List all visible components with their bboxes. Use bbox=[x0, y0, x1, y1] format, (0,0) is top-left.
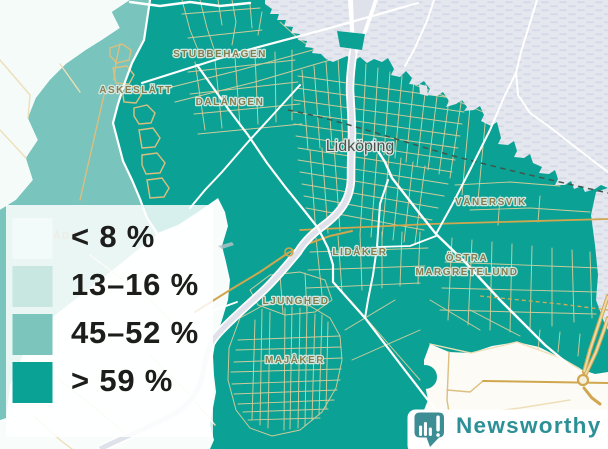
svg-text:< 8 %: < 8 % bbox=[71, 219, 155, 254]
svg-text:> 59 %: > 59 % bbox=[71, 363, 173, 398]
svg-text:MAJÅKER: MAJÅKER bbox=[265, 353, 325, 366]
svg-text:45–52 %: 45–52 % bbox=[71, 315, 199, 350]
svg-text:VÄNERSVIK: VÄNERSVIK bbox=[455, 195, 527, 208]
svg-text:MARGRETELUND: MARGRETELUND bbox=[416, 267, 519, 278]
svg-text:STUBBEHAGEN: STUBBEHAGEN bbox=[173, 49, 267, 60]
svg-text:DALÄNGEN: DALÄNGEN bbox=[196, 95, 265, 108]
svg-text:Lidköping: Lidköping bbox=[326, 138, 395, 155]
svg-text:LIDÅKER: LIDÅKER bbox=[333, 245, 388, 258]
svg-text:Newsworthy: Newsworthy bbox=[456, 413, 602, 438]
svg-text:13–16 %: 13–16 % bbox=[71, 267, 199, 302]
svg-text:ÖSTRA: ÖSTRA bbox=[446, 251, 489, 264]
svg-text:LJUNGHED: LJUNGHED bbox=[262, 296, 329, 307]
svg-text:ASKESLÄTT: ASKESLÄTT bbox=[99, 83, 173, 96]
